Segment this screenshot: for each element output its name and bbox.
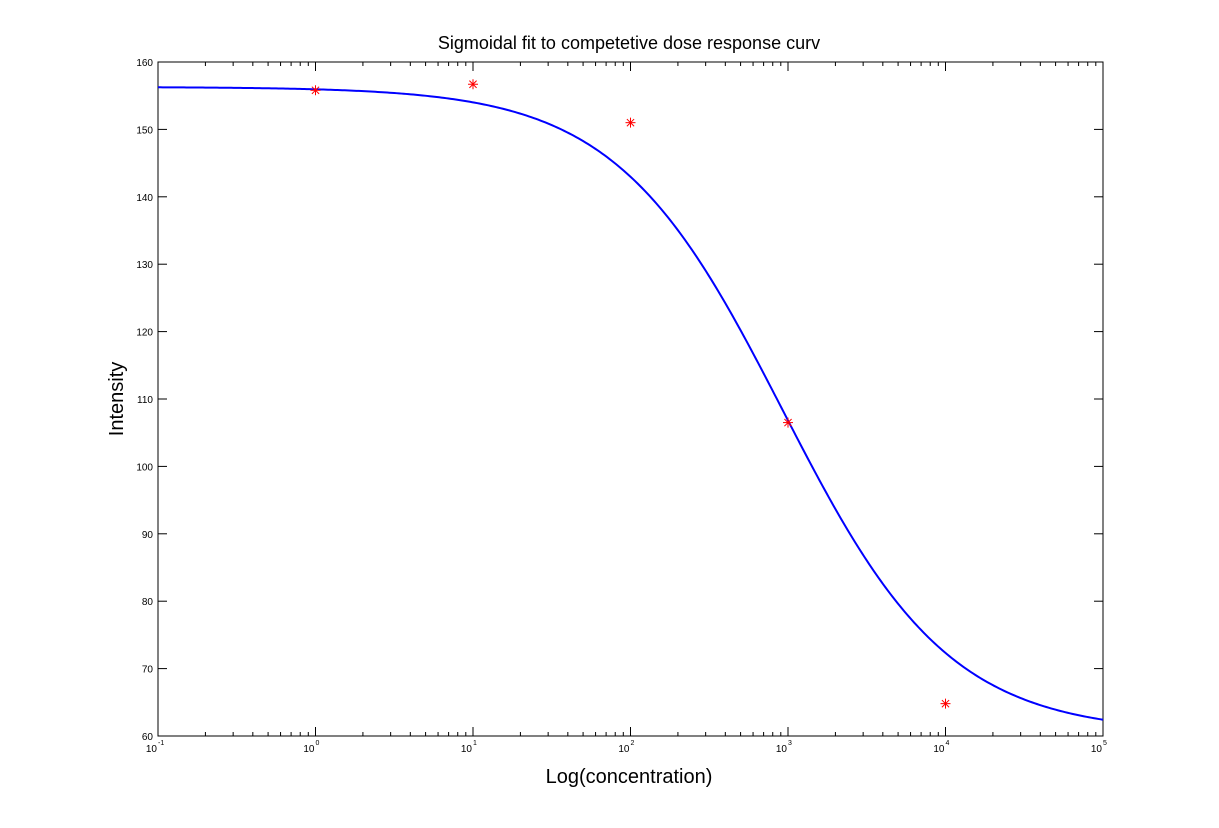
x-tick-label: 10 <box>1091 744 1103 755</box>
x-tick-exponent: 1 <box>473 740 477 747</box>
x-axis-label: Log(concentration) <box>546 766 713 788</box>
minor-ticks <box>204 62 1097 736</box>
marker-stroke <box>784 418 792 427</box>
data-point-marker <box>310 85 321 96</box>
data-point-marker <box>940 698 951 709</box>
marker-stroke <box>626 118 635 127</box>
data-point-marker <box>468 79 478 90</box>
y-tick-label: 90 <box>142 530 154 541</box>
x-tick-label: 10 <box>146 744 158 755</box>
y-tick-label: 110 <box>137 395 153 406</box>
y-tick-label: 120 <box>136 328 153 339</box>
fitted-sigmoid-line <box>157 86 1104 721</box>
x-tick-exponent: 4 <box>946 740 950 747</box>
x-tick-label: 10 <box>933 744 945 755</box>
x-tick-label: 10 <box>303 744 315 755</box>
marker-stroke <box>469 80 477 89</box>
y-tick-label: 130 <box>136 260 153 271</box>
y-tick-label: 80 <box>142 597 154 608</box>
x-tick-label: 10 <box>461 744 473 755</box>
data-point-marker <box>625 117 636 128</box>
x-tick-label: 10 <box>776 744 788 755</box>
y-tick-label: 160 <box>136 58 153 69</box>
y-tick-label: 70 <box>142 665 154 676</box>
y-tick-label: 150 <box>136 125 153 136</box>
y-axis: 60 70 80 90 100 110 120 130 140 150 160 <box>136 58 1103 743</box>
plot-area-frame <box>157 61 1104 737</box>
chart-title: Sigmoidal fit to competetive dose respon… <box>438 33 820 53</box>
y-tick-label: 100 <box>136 462 153 473</box>
marker-stroke <box>941 699 950 708</box>
marker-stroke <box>311 86 320 95</box>
x-tick-label: 10 <box>618 744 630 755</box>
x-tick-exponent: 2 <box>631 740 635 747</box>
x-tick-exponent: 0 <box>316 740 320 747</box>
x-tick-exponent: -1 <box>158 740 164 747</box>
x-tick-exponent: 5 <box>1103 740 1107 747</box>
y-tick-label: 140 <box>136 193 153 204</box>
x-tick-exponent: 3 <box>788 740 792 747</box>
y-tick-label: 60 <box>142 732 154 743</box>
data-point-marker <box>783 417 793 428</box>
y-axis-label: Intensity <box>106 362 128 436</box>
plot-content <box>157 79 1104 721</box>
